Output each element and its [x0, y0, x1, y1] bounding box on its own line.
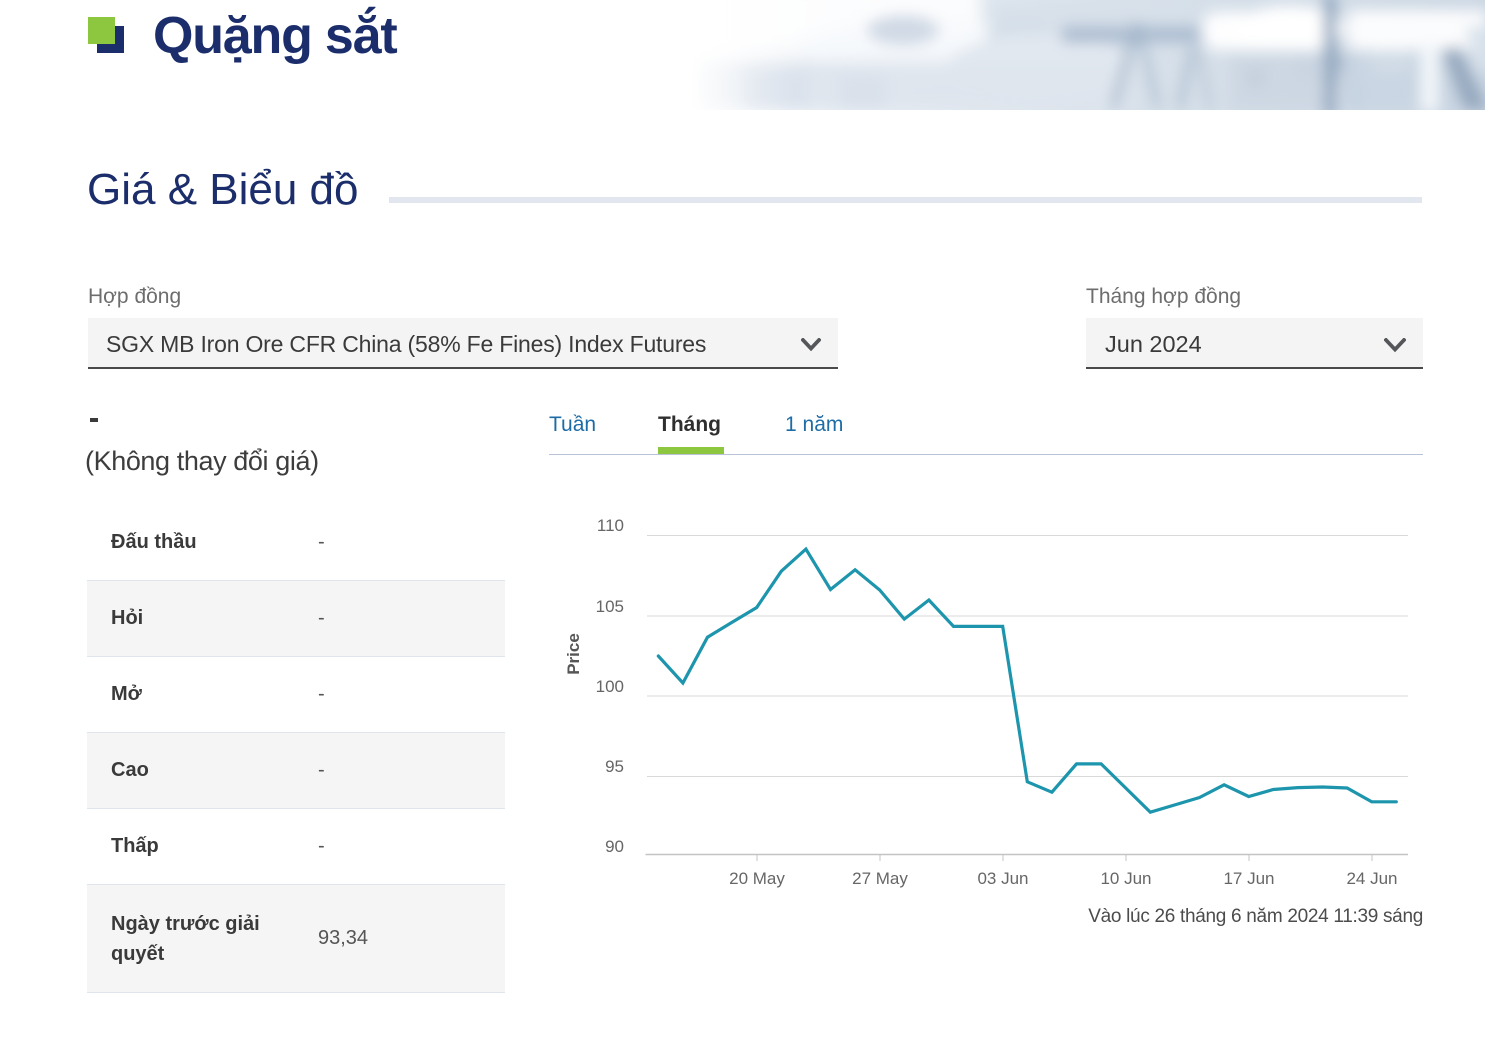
svg-text:17 Jun: 17 Jun	[1223, 869, 1274, 888]
svg-text:95: 95	[605, 757, 624, 776]
svg-text:20 May: 20 May	[729, 869, 785, 888]
svg-text:10 Jun: 10 Jun	[1100, 869, 1151, 888]
svg-text:100: 100	[596, 677, 624, 696]
svg-text:90: 90	[605, 837, 624, 856]
svg-text:110: 110	[597, 516, 624, 535]
svg-text:Price: Price	[564, 633, 583, 675]
svg-text:105: 105	[596, 597, 624, 616]
svg-text:24 Jun: 24 Jun	[1346, 869, 1397, 888]
svg-text:03 Jun: 03 Jun	[977, 869, 1028, 888]
svg-text:27 May: 27 May	[852, 869, 908, 888]
